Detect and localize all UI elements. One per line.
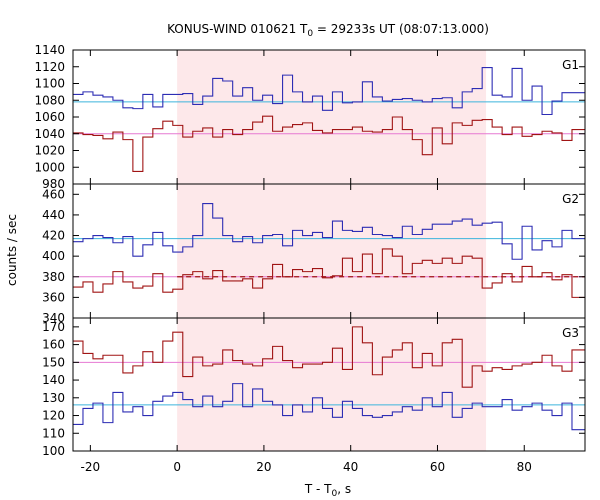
y-tick-label: 160 [42,338,65,352]
panel-label: G1 [562,58,579,72]
y-tick-label: 340 [42,311,65,325]
x-tick-label: 0 [173,460,181,474]
y-tick-label: 1000 [34,160,65,174]
y-axis-title: counts / sec [5,214,19,286]
y-tick-label: 1020 [34,144,65,158]
x-tick-label: -20 [81,460,101,474]
y-tick-label: 1100 [34,77,65,91]
y-tick-label: 110 [42,426,65,440]
series-blue-line [73,67,585,116]
y-tick-label: 1120 [34,60,65,74]
x-tick-label: 20 [256,460,271,474]
plots-layer: 98010001020104010601080110011201140G1340… [34,43,586,474]
x-tick-label: 40 [343,460,358,474]
y-tick-label: 100 [42,444,65,458]
highlight-interval [177,184,487,318]
y-tick-label: 1140 [34,43,65,57]
series-red-line [73,326,585,388]
panel-label: G2 [562,192,579,206]
y-tick-label: 440 [42,208,65,222]
series-red-line [73,248,585,298]
chart-title: KONUS-WIND 010621 T0 = 29233s UT (08:07:… [167,22,489,39]
x-tick-label: 80 [517,460,532,474]
y-tick-label: 420 [42,229,65,243]
panel-label: G3 [562,326,579,340]
y-tick-label: 170 [42,320,65,334]
y-tick-label: 140 [42,373,65,387]
series-red-line [73,115,585,172]
highlight-interval [177,50,487,184]
y-tick-label: 360 [42,290,65,304]
panel-frame [72,317,586,452]
y-tick-label: 1060 [34,110,65,124]
y-tick-label: 120 [42,409,65,423]
y-tick-label: 1040 [34,127,65,141]
y-tick-label: 980 [42,177,65,191]
panel-g2: 340 360 380 400 420 440 460 G2 [42,183,586,325]
series-blue-line [73,383,585,431]
highlight-interval [177,318,487,451]
y-tick-label: 1080 [34,93,65,107]
y-tick-label: 130 [42,391,65,405]
series-blue-line [73,203,585,260]
panel-g3: 100 110 120 130 140 150 160 170 G3 [42,317,586,458]
panel-g1: 980 1000 1020 1040 1060 1080 1100 1120 1140 G1 [34,43,586,191]
x-axis-title: T - T0, s [304,482,351,499]
y-tick-label: 380 [42,270,65,284]
y-tick-label: 460 [42,187,65,201]
y-tick-label: 400 [42,249,65,263]
x-tick-label: 60 [430,460,445,474]
y-tick-label: 150 [42,355,65,369]
